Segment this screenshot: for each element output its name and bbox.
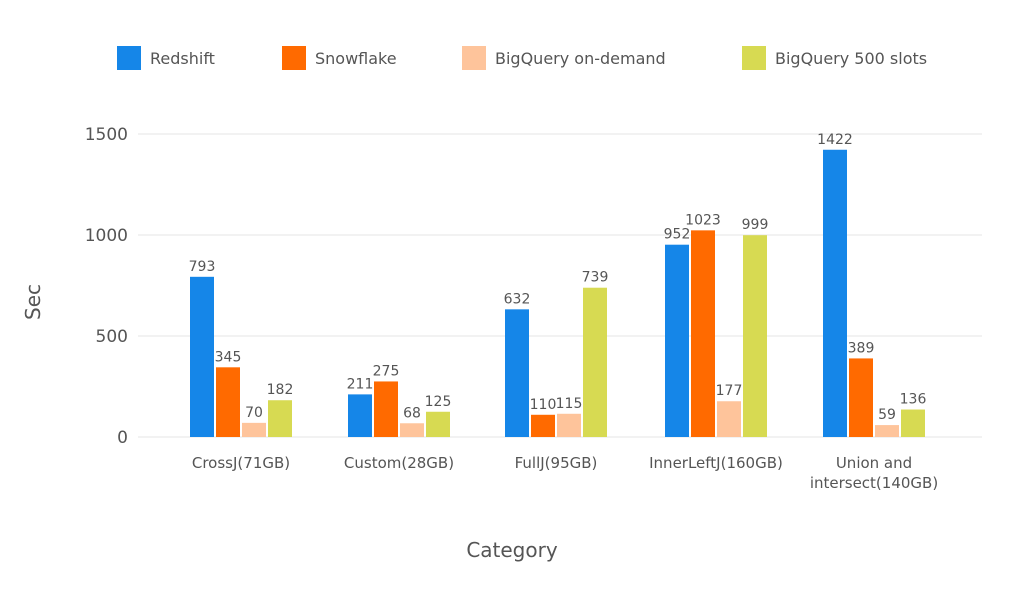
data-label: 952 — [664, 227, 691, 243]
data-label: 275 — [373, 363, 400, 379]
data-label: 182 — [267, 382, 294, 398]
y-axis-ticks: 0 500 1000 1500 — [85, 125, 128, 448]
x-axis-title: Category — [466, 538, 558, 562]
bar-redshift — [505, 309, 529, 437]
data-label: 1422 — [817, 132, 853, 148]
bar-snowflake — [849, 358, 873, 437]
bar-redshift — [823, 149, 847, 438]
data-label: 70 — [245, 405, 263, 421]
data-label: 345 — [215, 349, 242, 365]
bar-bigquery-500-slots — [583, 287, 607, 437]
x-tick-label: Custom(28GB) — [344, 454, 454, 472]
data-label: 999 — [742, 217, 769, 233]
legend-swatch — [462, 46, 486, 70]
x-tick-label: intersect(140GB) — [810, 474, 938, 492]
legend-item[interactable]: Snowflake — [282, 46, 397, 70]
bar-bigquery-on-demand — [875, 425, 899, 437]
bar-snowflake — [691, 230, 715, 437]
bar-snowflake — [531, 414, 555, 437]
bar-bigquery-500-slots — [268, 400, 292, 437]
x-tick-label: Union and — [836, 454, 912, 472]
bar-snowflake — [374, 381, 398, 437]
y-tick-label: 1500 — [85, 125, 128, 145]
legend-swatch — [742, 46, 766, 70]
x-tick-label: CrossJ(71GB) — [192, 454, 290, 472]
bar-bigquery-on-demand — [242, 422, 266, 437]
legend-swatch — [117, 46, 141, 70]
legend-swatch — [282, 46, 306, 70]
data-label: 177 — [716, 383, 743, 399]
data-label: 632 — [504, 291, 531, 307]
bar-bigquery-500-slots — [901, 409, 925, 437]
y-tick-label: 1000 — [85, 226, 128, 246]
bar-redshift — [665, 244, 689, 437]
legend-label: Snowflake — [315, 49, 397, 68]
bar-bigquery-500-slots — [743, 235, 767, 437]
data-label: 115 — [556, 396, 583, 412]
bar-bigquery-500-slots — [426, 411, 450, 437]
data-label: 68 — [403, 405, 421, 421]
data-label: 793 — [189, 259, 216, 275]
data-label: 125 — [425, 394, 452, 410]
legend: Redshift Snowflake BigQuery on-demand BigQu… — [117, 46, 927, 70]
y-axis-title: Sec — [21, 284, 45, 320]
data-label: 136 — [900, 392, 927, 408]
bars — [190, 149, 925, 438]
bar-redshift — [348, 394, 372, 437]
data-label: 1023 — [685, 212, 721, 228]
legend-item[interactable]: Redshift — [117, 46, 215, 70]
data-label: 389 — [848, 340, 875, 356]
x-tick-label: InnerLeftJ(160GB) — [649, 454, 783, 472]
legend-item[interactable]: BigQuery on-demand — [462, 46, 666, 70]
data-label: 110 — [530, 397, 557, 413]
data-label: 211 — [347, 376, 374, 392]
bar-snowflake — [216, 367, 240, 437]
legend-label: BigQuery on-demand — [495, 49, 666, 68]
x-axis-ticks: CrossJ(71GB) Custom(28GB) FullJ(95GB) Inner… — [192, 454, 938, 492]
bar-bigquery-on-demand — [557, 413, 581, 437]
bar-bigquery-on-demand — [717, 401, 741, 437]
legend-label: BigQuery 500 slots — [775, 49, 927, 68]
x-tick-label: FullJ(95GB) — [515, 454, 598, 472]
bar-redshift — [190, 276, 214, 437]
bar-bigquery-on-demand — [400, 423, 424, 437]
data-label: 59 — [878, 407, 896, 423]
y-tick-label: 0 — [117, 428, 128, 448]
legend-label: Redshift — [150, 49, 215, 68]
legend-item[interactable]: BigQuery 500 slots — [742, 46, 927, 70]
data-label: 739 — [582, 270, 609, 286]
y-tick-label: 500 — [96, 327, 128, 347]
